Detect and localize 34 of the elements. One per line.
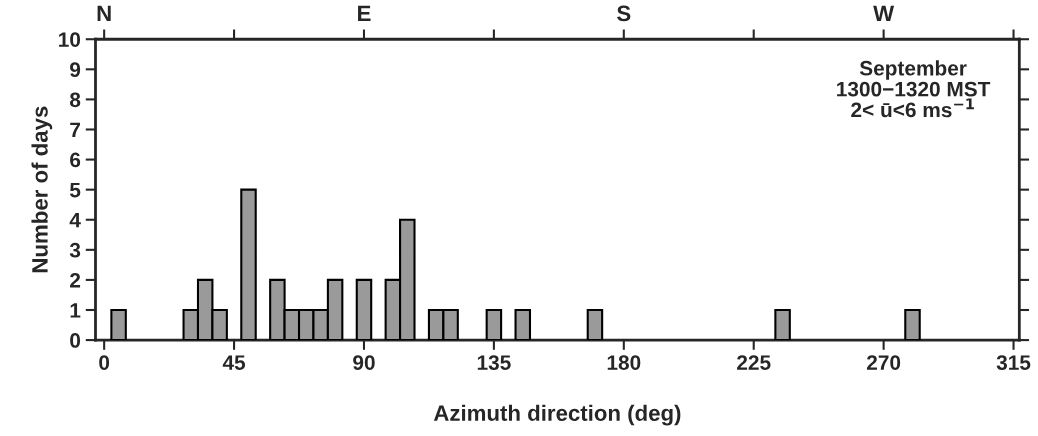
y-tick-label: 0 — [70, 333, 81, 348]
x-tick-label: 270 — [866, 355, 901, 370]
bar — [110, 308, 127, 341]
y-tick-label: 1 — [70, 303, 81, 318]
y-tick-label: 8 — [69, 92, 81, 108]
x-tick-label: 0 — [99, 355, 110, 370]
x-tick-label: 45 — [222, 355, 246, 370]
y-tick-label: 9 — [70, 62, 81, 78]
x-tick-label: 180 — [607, 355, 641, 370]
y-tick-label: 10 — [59, 32, 81, 47]
y-tick-label: 3 — [69, 242, 81, 258]
bar — [904, 308, 921, 341]
y-tick-label: 5 — [69, 182, 81, 198]
y-tick-label: 7 — [70, 122, 80, 138]
text: N — [97, 5, 111, 22]
bar — [355, 278, 373, 341]
x-axis-title: Azimuth direction (deg) — [433, 404, 681, 426]
text: W — [873, 5, 895, 22]
text: S — [617, 5, 631, 22]
x-tick-label: 135 — [477, 355, 511, 370]
x-tick-label: 315 — [996, 355, 1031, 370]
bar — [586, 308, 604, 341]
annotation: September 1300−1320 MST 2< ū<6 ms$^{−1}$ — [837, 60, 991, 118]
x-tick-label: 90 — [353, 355, 375, 370]
x-tick-label: 225 — [737, 355, 771, 370]
bar — [774, 308, 791, 341]
y-tick-label: 4 — [69, 212, 81, 228]
y-axis-title: Number of days — [31, 106, 53, 273]
y-tick-label: 2 — [70, 272, 81, 288]
bar — [485, 308, 503, 341]
text: E — [358, 5, 371, 22]
y-tick-label: 6 — [70, 152, 81, 168]
bar — [240, 188, 257, 341]
bar — [514, 308, 532, 341]
